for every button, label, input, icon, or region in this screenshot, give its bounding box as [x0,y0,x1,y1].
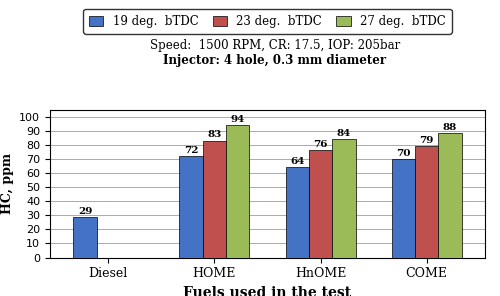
Bar [226,125,250,258]
Bar [415,146,438,258]
Bar [438,133,462,258]
Text: 94: 94 [230,115,245,124]
Legend: 19 deg.  bTDC, 23 deg.  bTDC, 27 deg.  bTDC: 19 deg. bTDC, 23 deg. bTDC, 27 deg. bTDC [84,9,452,34]
Text: 84: 84 [337,129,351,138]
Bar [392,159,415,258]
Text: 76: 76 [314,140,328,149]
Text: 79: 79 [420,136,434,145]
Text: 64: 64 [290,157,304,166]
Bar [309,150,332,258]
Text: 72: 72 [184,146,198,155]
Text: 88: 88 [443,123,457,132]
Bar [332,139,355,258]
Text: 70: 70 [396,149,410,158]
Text: Injector: 4 hole, 0.3 mm diameter: Injector: 4 hole, 0.3 mm diameter [164,54,386,67]
Bar [180,156,203,258]
Bar [286,167,309,258]
Text: Speed:  1500 RPM, CR: 17.5, IOP: 205bar: Speed: 1500 RPM, CR: 17.5, IOP: 205bar [150,39,400,52]
X-axis label: Fuels used in the test: Fuels used in the test [184,286,352,296]
Text: 83: 83 [208,131,222,139]
Y-axis label: HC, ppm: HC, ppm [0,153,14,214]
Bar [203,141,226,258]
Text: 29: 29 [78,207,92,215]
Bar [74,217,96,258]
